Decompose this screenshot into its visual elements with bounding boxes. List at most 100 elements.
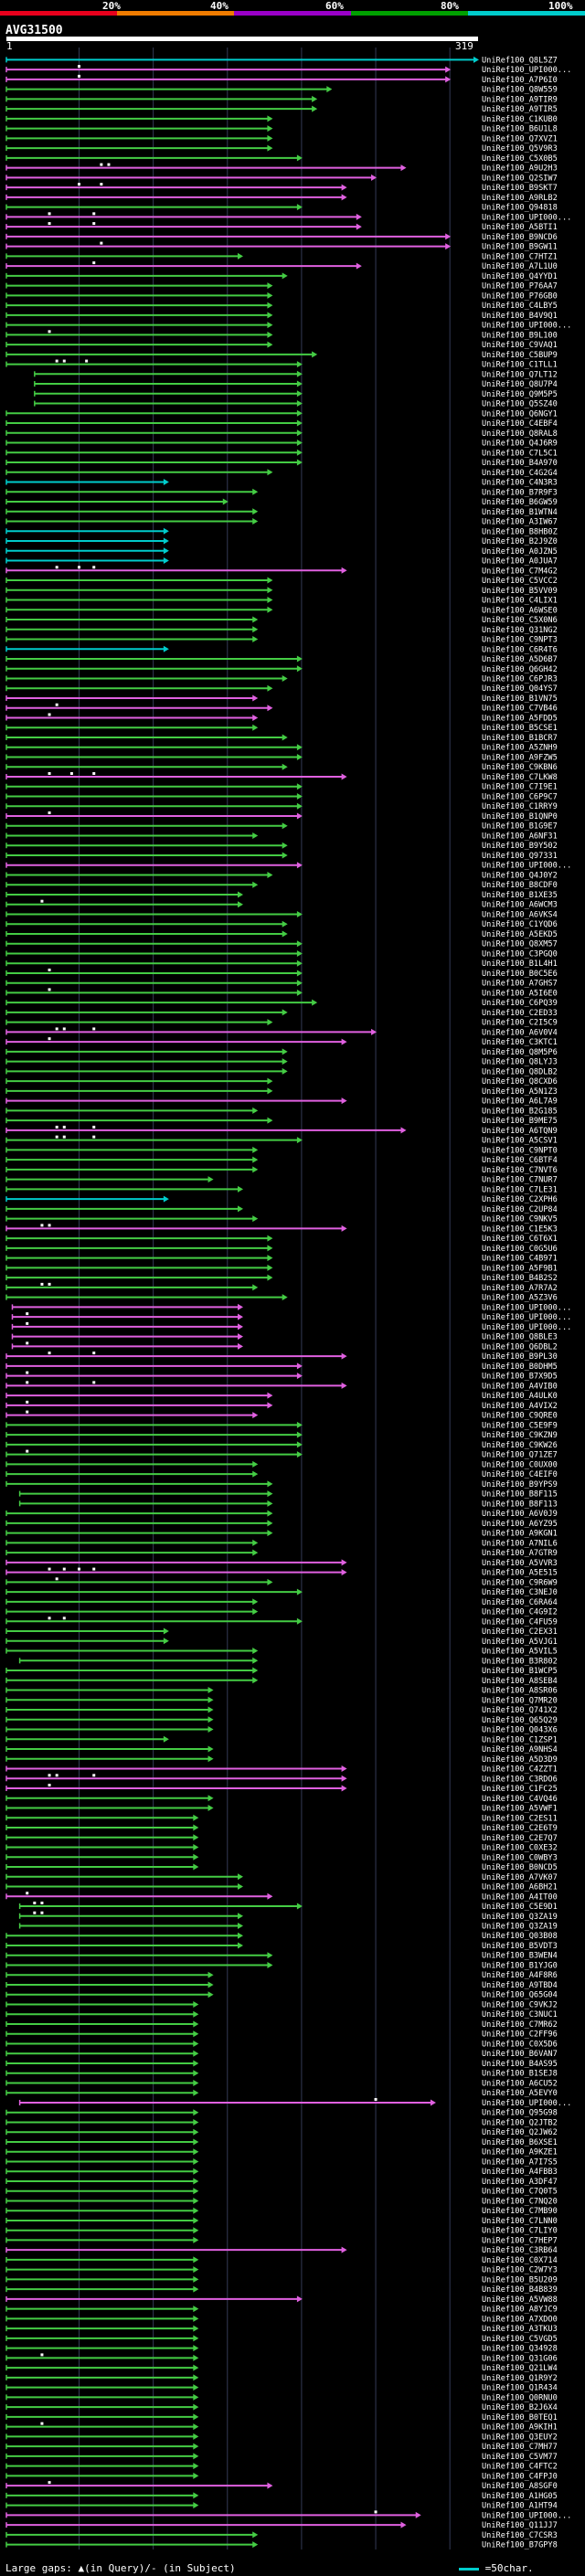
hit-label[interactable]: UniRef100_C4G2G4 — [482, 469, 558, 478]
hit-row[interactable]: UniRef100_C2W7Y3 — [5, 2266, 558, 2275]
hit-row[interactable]: UniRef100_C7M4G2 — [5, 566, 558, 576]
hit-row[interactable]: UniRef100_Q8W559 — [5, 86, 558, 95]
hit-label[interactable]: UniRef100_A9TIR5 — [482, 105, 558, 114]
hit-label[interactable]: UniRef100_C2XPH6 — [482, 1195, 558, 1204]
hit-label[interactable]: UniRef100_Q04YS7 — [482, 684, 558, 694]
hit-row[interactable]: UniRef100_Q04YS7 — [5, 684, 558, 694]
hit-row[interactable]: UniRef100_C7HEP7 — [5, 2236, 558, 2245]
hit-label[interactable]: UniRef100_Q2JTB2 — [482, 2118, 558, 2127]
hit-label[interactable]: UniRef100_B4AS95 — [482, 2060, 558, 2069]
hit-label[interactable]: UniRef100_C2FF96 — [482, 2030, 558, 2040]
hit-label[interactable]: UniRef100_C1RRY9 — [482, 802, 558, 811]
hit-row[interactable]: UniRef100_Q3EUY2 — [5, 2433, 558, 2442]
hit-label[interactable]: UniRef100_C2ED33 — [482, 1009, 558, 1018]
hit-label[interactable]: UniRef100_C7M4G2 — [482, 567, 558, 576]
hit-label[interactable]: UniRef100_Q95G98 — [482, 2109, 558, 2118]
hit-row[interactable]: UniRef100_B9GW11 — [5, 241, 558, 252]
hit-row[interactable]: UniRef100_A8YJC9 — [5, 2306, 558, 2315]
hit-row[interactable]: UniRef100_A8SR06 — [5, 1687, 558, 1696]
hit-label[interactable]: UniRef100_C1FC25 — [482, 1785, 558, 1794]
hit-label[interactable]: UniRef100_Q2JW62 — [482, 2128, 558, 2137]
hit-row[interactable]: UniRef100_C2EX31 — [5, 1627, 558, 1637]
hit-label[interactable]: UniRef100_Q3EUY2 — [482, 2433, 558, 2442]
hit-label[interactable]: UniRef100_C7MB90 — [482, 2207, 558, 2216]
hit-row[interactable]: UniRef100_Q6NGY1 — [5, 409, 558, 419]
hit-row[interactable]: UniRef100_C0XE32 — [5, 1844, 558, 1853]
hit-label[interactable]: UniRef100_A5FDD5 — [482, 714, 558, 723]
hit-label[interactable]: UniRef100_C7Q0T5 — [482, 2188, 558, 2197]
hit-label[interactable]: UniRef100_Q8W559 — [482, 86, 558, 95]
hit-row[interactable]: UniRef100_C7NQ20 — [5, 2197, 558, 2206]
hit-label[interactable]: UniRef100_UPI000... — [482, 2099, 571, 2108]
hit-label[interactable]: UniRef100_UPI000... — [482, 213, 571, 222]
hit-label[interactable]: UniRef100_Q21LW4 — [482, 2364, 558, 2373]
hit-label[interactable]: UniRef100_C6T6X1 — [482, 1235, 558, 1244]
hit-row[interactable]: UniRef100_Q8LYJ3 — [5, 1058, 558, 1067]
hit-row[interactable]: UniRef100_A8SGF0 — [5, 2481, 558, 2491]
hit-label[interactable]: UniRef100_A6BH21 — [482, 1883, 558, 1892]
hit-row[interactable]: UniRef100_B9ME75 — [5, 1117, 558, 1126]
hit-row[interactable]: UniRef100_B7R9F3 — [5, 488, 558, 497]
hit-label[interactable]: UniRef100_C7LE31 — [482, 1185, 558, 1194]
hit-row[interactable]: UniRef100_Q4J6R9 — [5, 440, 558, 449]
hit-label[interactable]: UniRef100_UPI000... — [482, 322, 571, 331]
hit-label[interactable]: UniRef100_B2G185 — [482, 1107, 558, 1116]
hit-row[interactable]: UniRef100_C7LKW8 — [5, 771, 558, 782]
hit-label[interactable]: UniRef100_B6XSE1 — [482, 2138, 558, 2147]
hit-row[interactable]: UniRef100_C6PQ39 — [5, 999, 558, 1008]
hit-row[interactable]: UniRef100_Q8L5Z7 — [5, 56, 558, 65]
hit-label[interactable]: UniRef100_B0TEQ1 — [482, 2413, 558, 2422]
hit-label[interactable]: UniRef100_C0G5U6 — [482, 1245, 558, 1254]
hit-row[interactable]: UniRef100_B1G9E7 — [5, 822, 558, 832]
hit-row[interactable]: UniRef100_Q03B08 — [5, 1932, 558, 1941]
hit-label[interactable]: UniRef100_C9NPT0 — [482, 1146, 558, 1155]
hit-row[interactable]: UniRef100_A9TIR5 — [5, 105, 558, 114]
hit-row[interactable]: UniRef100_B3R802 — [18, 1657, 558, 1666]
hit-row[interactable]: UniRef100_A7GTR9 — [5, 1549, 558, 1558]
hit-row[interactable]: UniRef100_A7R7A2 — [5, 1282, 558, 1293]
hit-row[interactable]: UniRef100_A5VW88 — [5, 2295, 558, 2305]
hit-label[interactable]: UniRef100_B4B2S2 — [482, 1274, 558, 1283]
hit-label[interactable]: UniRef100_B3R802 — [482, 1657, 558, 1666]
hit-row[interactable]: UniRef100_A9TBD4 — [5, 1981, 558, 1990]
hit-label[interactable]: UniRef100_A7GHS7 — [482, 980, 558, 989]
hit-label[interactable]: UniRef100_A7VK07 — [482, 1873, 558, 1882]
hit-row[interactable]: UniRef100_B4B839 — [5, 2285, 558, 2295]
hit-label[interactable]: UniRef100_B4B839 — [482, 2285, 558, 2295]
hit-label[interactable]: UniRef100_C4LIX1 — [482, 597, 558, 606]
hit-label[interactable]: UniRef100_A1HT94 — [482, 2502, 558, 2511]
hit-row[interactable]: UniRef100_C7HTZ1 — [5, 252, 558, 261]
hit-label[interactable]: UniRef100_C0X714 — [482, 2256, 558, 2265]
hit-label[interactable]: UniRef100_A5VWF1 — [482, 1805, 558, 1814]
hit-row[interactable]: UniRef100_A6WSE0 — [5, 606, 558, 615]
hit-row[interactable]: UniRef100_A5EKD5 — [5, 930, 558, 939]
hit-label[interactable]: UniRef100_A6VKS4 — [482, 910, 558, 919]
hit-label[interactable]: UniRef100_P76GB0 — [482, 292, 558, 301]
hit-label[interactable]: UniRef100_C9QRE0 — [482, 1412, 558, 1421]
hit-row[interactable]: UniRef100_C1RRY9 — [5, 802, 558, 811]
hit-row[interactable]: UniRef100_A5D6B7 — [5, 655, 558, 664]
hit-row[interactable]: UniRef100_B6VAN7 — [5, 2050, 558, 2059]
hit-row[interactable]: UniRef100_B0NCD5 — [5, 1863, 558, 1872]
hit-row[interactable]: UniRef100_C4EBF4 — [5, 419, 558, 429]
hit-row[interactable]: UniRef100_Q741X2 — [5, 1706, 558, 1715]
hit-row[interactable]: UniRef100_C1E5K3 — [5, 1224, 558, 1234]
hit-label[interactable]: UniRef100_C6R4T6 — [482, 645, 558, 654]
hit-row[interactable]: UniRef100_UPI000... — [5, 862, 571, 871]
hit-row[interactable]: UniRef100_Q0RNU0 — [5, 2393, 558, 2402]
hit-label[interactable]: UniRef100_A6WSE0 — [482, 606, 558, 615]
hit-row[interactable]: UniRef100_C4FPJ0 — [5, 2472, 558, 2481]
hit-label[interactable]: UniRef100_Q34928 — [482, 2345, 558, 2354]
hit-row[interactable]: UniRef100_A6V0V4 — [5, 1027, 558, 1037]
hit-label[interactable]: UniRef100_B9YPS9 — [482, 1480, 558, 1489]
hit-label[interactable]: UniRef100_UPI000... — [482, 1313, 571, 1322]
hit-row[interactable]: UniRef100_C9NPT0 — [5, 1146, 558, 1155]
hit-row[interactable]: UniRef100_C6P9C7 — [5, 792, 558, 801]
hit-label[interactable]: UniRef100_Q8BLE3 — [482, 1333, 558, 1342]
hit-row[interactable]: UniRef100_Q6DBL2 — [11, 1341, 558, 1352]
hit-row[interactable]: UniRef100_B8F113 — [18, 1500, 558, 1509]
hit-row[interactable]: UniRef100_A1HT94 — [5, 2502, 558, 2511]
hit-label[interactable]: UniRef100_A9FZW5 — [482, 753, 558, 762]
hit-row[interactable]: UniRef100_A1HG05 — [5, 2492, 558, 2501]
hit-row[interactable]: UniRef100_C6PJR3 — [5, 675, 558, 684]
